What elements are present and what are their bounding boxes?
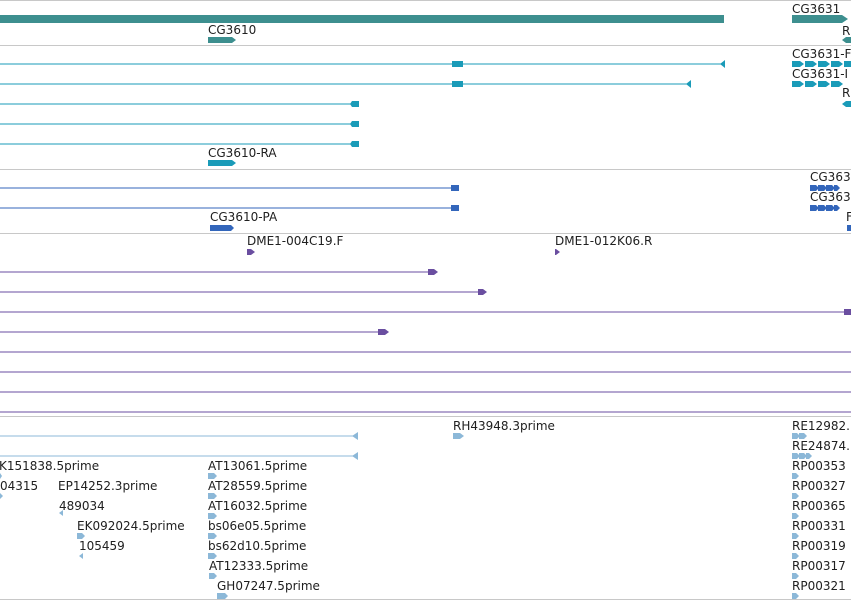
cdna-label-re24874: RE24874. (792, 439, 850, 453)
cdna-feature-rp00327[interactable] (792, 493, 799, 499)
gene-label-cg3631: CG3631 (792, 2, 840, 16)
mrna-exon-cluster-2[interactable] (792, 81, 843, 87)
cdna-label-bs62d10: bs62d10.5prime (208, 539, 306, 553)
cdna-feature-rp00317[interactable] (792, 573, 799, 579)
cds-label-cg3610-pa: CG3610-PA (210, 210, 278, 224)
cdna-label-at13061: AT13061.5prime (208, 459, 307, 473)
mrna-end-arrow (720, 60, 725, 68)
cdna-label-rp00353: RP00353 (792, 459, 846, 473)
cds-label-cg363-1: CG363 (810, 170, 851, 184)
cdna-label-105459: 105459 (79, 539, 125, 553)
gene-feature-cg3610[interactable] (208, 37, 236, 43)
cdna-end-arrow[interactable] (352, 432, 358, 440)
cdna-feature-bs06e05[interactable] (208, 533, 217, 539)
cdna-feature-bs62d10[interactable] (208, 553, 217, 559)
mrna-label-cg3631-i: CG3631-I (792, 67, 848, 81)
cdna-label-04315: 04315 (0, 479, 38, 493)
cdna-label-ek092024: EK092024.5prime (77, 519, 185, 533)
cdna-label-rp00321: RP00321 (792, 579, 846, 593)
est-label-dme1-004c19: DME1-004C19.F (247, 234, 344, 248)
cdna-label-rp00319: RP00319 (792, 539, 846, 553)
cdna-feature-at12333[interactable] (209, 573, 217, 579)
cdna-end-arrow[interactable] (352, 452, 358, 460)
cds-label-cg363-2: CG363 (810, 190, 851, 204)
gene-label-cg3610: CG3610 (208, 23, 256, 37)
cdna-label-rp00331: RP00331 (792, 519, 846, 533)
cdna-label-at12333: AT12333.5prime (209, 559, 308, 573)
est-end-arrow[interactable] (478, 289, 487, 295)
cds-exon-cluster-2[interactable] (810, 205, 840, 211)
cdna-feature-rp00353[interactable] (792, 473, 799, 479)
cdna-feature-04315[interactable] (0, 493, 3, 499)
cdna-feature-rp00321[interactable] (792, 593, 799, 599)
cdna-label-rp00317: RP00317 (792, 559, 846, 573)
est-end-arrow[interactable] (844, 309, 851, 315)
cds-track: CG363 CG363 F CG3610-PA (0, 170, 851, 231)
gene-feature-cg3631[interactable] (792, 15, 848, 23)
mrna-exon-cluster-1[interactable] (792, 61, 851, 67)
mrna-end-marker[interactable] (350, 121, 359, 127)
mrna-exon[interactable] (452, 61, 463, 67)
est-end-arrow[interactable] (378, 329, 389, 335)
cdna-label-gh07247: GH07247.5prime (217, 579, 320, 593)
cdna-feature-rp00365[interactable] (792, 513, 799, 519)
cdna-feature-ek092024[interactable] (77, 533, 85, 539)
mrna-end-arrow (686, 80, 691, 88)
cdna-label-at16032: AT16032.5prime (208, 499, 307, 513)
est-feature-dme1-012k06[interactable] (555, 249, 560, 255)
gene-track: CG3631 CG3610 R (0, 2, 851, 43)
cdna-label-rh43948: RH43948.3prime (453, 419, 555, 433)
gene-label-r: R (842, 24, 850, 38)
cdna-label-bs06e05: bs06e05.5prime (208, 519, 306, 533)
cdna-feature-489034[interactable] (59, 510, 63, 516)
mrna-end-marker[interactable] (350, 101, 359, 107)
cdna-feature-re12982[interactable] (792, 433, 807, 439)
cdna-feature-gh07247[interactable] (217, 593, 228, 599)
mrna-exon-edge[interactable] (842, 101, 851, 107)
mrna-label-cg3610-ra: CG3610-RA (208, 146, 277, 160)
est-track: DME1-004C19.F DME1-012K06.R (0, 234, 851, 413)
cdna-feature-at16032[interactable] (208, 513, 217, 519)
cdna-feature-k151838[interactable] (0, 473, 2, 479)
mrna-label-r: R (842, 86, 850, 100)
est-end-arrow[interactable] (428, 269, 438, 275)
gene-feature-edge[interactable] (842, 37, 851, 43)
cdna-feature-rp00319[interactable] (792, 553, 799, 559)
cds-label-f: F (846, 210, 851, 224)
cds-exon-edge[interactable] (847, 225, 851, 231)
mrna-feature-cg3610-ra[interactable] (208, 160, 236, 166)
cds-feature-cg3610-pa[interactable] (210, 225, 234, 231)
mrna-label-cg3631-f: CG3631-F (792, 47, 851, 61)
cdna-feature-at13061[interactable] (208, 473, 217, 479)
cdna-feature-105459[interactable] (79, 553, 83, 559)
cds-end-marker[interactable] (451, 185, 459, 191)
cdna-label-rp00327: RP00327 (792, 479, 846, 493)
cds-end-marker[interactable] (451, 205, 459, 211)
cdna-feature-rp00331[interactable] (792, 533, 799, 539)
cdna-feature-at28559[interactable] (208, 493, 217, 499)
cdna-feature-re24874[interactable] (792, 453, 812, 459)
cdna-label-ep14252: EP14252.3prime (58, 479, 157, 493)
mrna-end-marker[interactable] (350, 141, 359, 147)
cdna-label-at28559: AT28559.5prime (208, 479, 307, 493)
cdna-label-k151838: K151838.5prime (0, 459, 99, 473)
gene-feature-large[interactable] (0, 15, 724, 23)
cdna-label-489034: 489034 (59, 499, 105, 513)
cds-exon-cluster-1[interactable] (810, 185, 840, 191)
est-label-dme1-012k06: DME1-012K06.R (555, 234, 652, 248)
est-feature-dme1-004c19[interactable] (247, 249, 255, 255)
mrna-exon[interactable] (452, 81, 463, 87)
cdna-label-rp00365: RP00365 (792, 499, 846, 513)
cdna-track: RH43948.3prime RE12982. RE24874. K151838… (0, 419, 850, 599)
mrna-track: CG3631-F CG3631-I R CG3610-RA (0, 47, 851, 166)
cdna-feature-rh43948[interactable] (453, 433, 464, 439)
cdna-label-re12982: RE12982. (792, 419, 850, 433)
